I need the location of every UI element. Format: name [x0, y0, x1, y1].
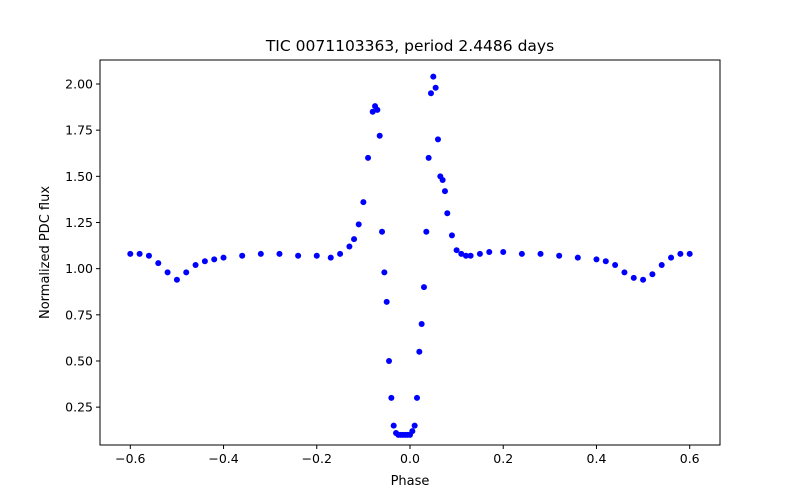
data-point: [173, 276, 180, 283]
data-point: [602, 258, 609, 265]
data-point: [556, 252, 563, 259]
data-point: [453, 247, 460, 254]
data-point: [369, 108, 376, 115]
y-tick-label: 0.75: [65, 307, 93, 322]
y-tick-label: 2.00: [65, 77, 93, 92]
data-point: [365, 154, 372, 161]
y-axis-label: Normalized PDC flux: [38, 186, 53, 319]
data-point: [462, 252, 469, 259]
data-point: [427, 90, 434, 97]
data-point: [351, 236, 358, 243]
data-point: [413, 394, 420, 401]
y-tick-label: 0.50: [65, 353, 93, 368]
data-point: [649, 271, 656, 278]
data-point: [220, 254, 227, 261]
data-point: [430, 73, 437, 80]
x-tick-label: 0.2: [493, 451, 513, 466]
x-tick-label: 0.0: [400, 451, 420, 466]
data-point: [621, 269, 628, 276]
data-point: [677, 250, 684, 257]
data-point: [425, 154, 432, 161]
data-point: [360, 199, 367, 206]
x-tick-label: −0.4: [208, 451, 238, 466]
data-points: [127, 73, 693, 438]
x-tick-label: −0.6: [115, 451, 145, 466]
data-point: [686, 250, 693, 257]
data-point: [467, 252, 474, 259]
data-point: [346, 243, 353, 250]
data-point: [630, 274, 637, 281]
data-point: [537, 250, 544, 257]
y-tick-label: 0.25: [65, 400, 93, 415]
data-point: [376, 132, 383, 139]
data-point: [276, 250, 283, 257]
data-point: [434, 136, 441, 143]
data-point: [136, 250, 143, 257]
data-point: [432, 84, 439, 91]
data-point: [211, 256, 218, 263]
x-axis-label: Phase: [391, 474, 430, 489]
data-point: [381, 269, 388, 276]
data-point: [423, 228, 430, 235]
data-point: [658, 261, 665, 268]
data-point: [612, 261, 619, 268]
data-point: [439, 177, 446, 184]
data-point: [448, 232, 455, 239]
data-point: [458, 250, 465, 257]
data-point: [476, 250, 483, 257]
x-tick-label: 0.4: [587, 451, 607, 466]
y-tick-label: 1.25: [65, 215, 93, 230]
data-point: [383, 298, 390, 305]
data-point: [500, 249, 507, 256]
data-point: [640, 276, 647, 283]
data-point: [127, 250, 134, 257]
y-axis: 0.25 0.50 0.75 1.00 1.25 1.50 1.75 2.00: [65, 77, 100, 415]
data-point: [164, 269, 171, 276]
data-point: [155, 260, 162, 267]
data-point: [411, 422, 418, 429]
data-point: [379, 228, 386, 235]
data-point: [418, 321, 425, 328]
x-tick-label: 0.6: [680, 451, 700, 466]
data-point: [518, 250, 525, 257]
data-point: [145, 252, 152, 259]
data-point: [192, 261, 199, 268]
x-axis: −0.6 −0.4 −0.2 0.0 0.2 0.4 0.6: [115, 445, 700, 466]
data-point: [183, 269, 190, 276]
data-point: [420, 284, 427, 291]
chart-title: TIC 0071103363, period 2.4486 days: [265, 37, 554, 55]
data-point: [239, 252, 246, 259]
data-point: [486, 249, 493, 256]
data-point: [574, 254, 581, 261]
y-tick-label: 1.00: [65, 261, 93, 276]
data-point: [295, 252, 302, 259]
data-point: [313, 252, 320, 259]
data-point: [355, 221, 362, 228]
y-tick-label: 1.75: [65, 123, 93, 138]
data-point: [337, 250, 344, 257]
data-point: [444, 210, 451, 217]
data-point: [416, 348, 423, 355]
data-point: [327, 254, 334, 261]
data-point: [390, 422, 397, 429]
data-point: [409, 428, 416, 435]
data-point: [257, 250, 264, 257]
data-point: [374, 106, 381, 113]
y-tick-label: 1.50: [65, 169, 93, 184]
data-point: [388, 394, 395, 401]
data-point: [441, 188, 448, 195]
data-point: [386, 357, 393, 364]
data-point: [593, 256, 600, 263]
data-point: [668, 254, 675, 261]
x-tick-label: −0.2: [302, 451, 332, 466]
data-point: [201, 258, 208, 265]
